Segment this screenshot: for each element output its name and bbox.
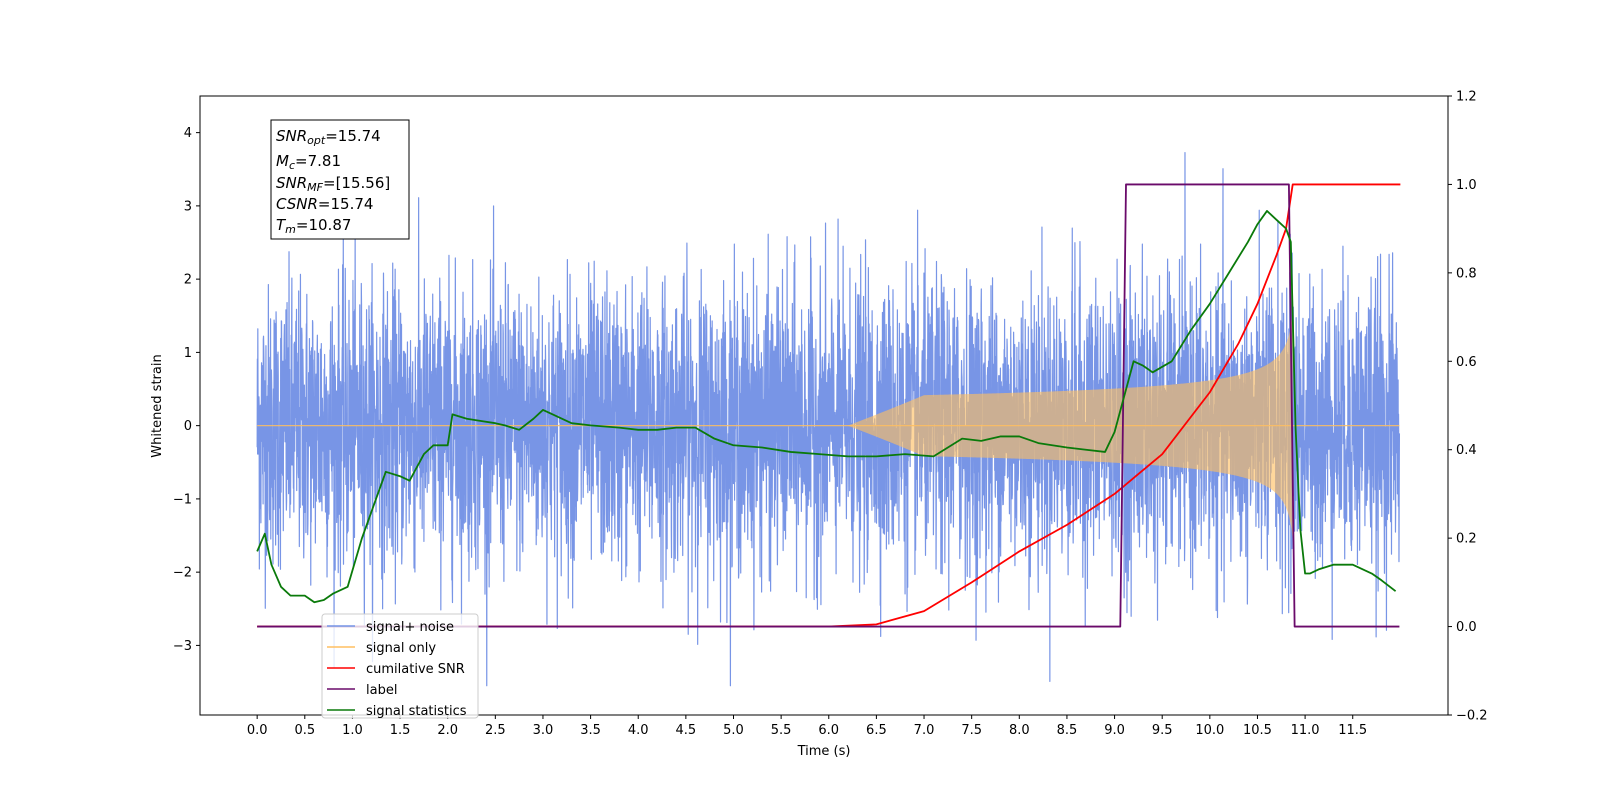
annotation-box: SNRopt=15.74 Mc=7.81 SNRMF=[15.56] CSNR=… xyxy=(270,119,410,240)
y-right-tick-label: 0.4 xyxy=(1456,443,1477,458)
legend: signal+ noise signal only cumilative SNR… xyxy=(321,613,479,719)
x-tick-label: 8.5 xyxy=(1057,723,1078,738)
y-left-tick-label: 1 xyxy=(184,346,192,361)
y-left-tick-label: 3 xyxy=(184,199,192,214)
x-tick-label: 1.5 xyxy=(390,723,411,738)
x-tick-label: 2.0 xyxy=(437,723,458,738)
x-tick-label: 3.0 xyxy=(533,723,554,738)
legend-label-label: label xyxy=(366,683,397,698)
annotation-csnr: CSNR=15.74 xyxy=(276,195,373,213)
x-tick-label: 5.0 xyxy=(723,723,744,738)
x-tick-label: 6.0 xyxy=(818,723,839,738)
y-right-tick-label: 0.2 xyxy=(1456,532,1477,547)
x-tick-label: 8.0 xyxy=(1009,723,1030,738)
x-tick-label: 2.5 xyxy=(485,723,506,738)
x-tick-label: 7.5 xyxy=(961,723,982,738)
series-cumulative-snr xyxy=(257,183,1401,628)
x-tick-label: 9.0 xyxy=(1104,723,1125,738)
legend-label-cumulative-snr: cumilative SNR xyxy=(366,662,465,677)
x-tick-label: 3.5 xyxy=(580,723,601,738)
series-signal-only xyxy=(257,312,1400,540)
x-tick-label: 1.0 xyxy=(342,723,363,738)
annotation-snr-opt: SNRopt=15.74 xyxy=(276,127,381,147)
y-axis-left: −3 −2 −1 0 1 2 3 4 xyxy=(173,126,200,654)
annotation-tm: Tm=10.87 xyxy=(276,216,351,236)
x-axis: 0.0 0.5 1.0 1.5 2.0 2.5 3.0 3.5 4.0 4.5 5.0 5.5 6.0 6… xyxy=(247,715,1367,738)
y-left-tick-label: 0 xyxy=(184,419,192,434)
x-tick-label: 9.5 xyxy=(1152,723,1173,738)
y-right-tick-label: 0.6 xyxy=(1456,355,1477,370)
x-tick-label: 10.5 xyxy=(1243,723,1272,738)
y-axis-right: −0.2 0.0 0.2 0.4 0.6 0.8 1.0 1.2 xyxy=(1448,90,1488,724)
x-axis-label: Time (s) xyxy=(797,744,851,759)
annotation-frame xyxy=(270,119,410,240)
plot-frame xyxy=(199,95,1449,716)
legend-label-signal-noise: signal+ noise xyxy=(366,620,454,635)
legend-frame xyxy=(321,613,479,719)
x-tick-label: 11.5 xyxy=(1338,723,1367,738)
y-right-tick-label: 1.0 xyxy=(1456,178,1477,193)
y-left-tick-label: 2 xyxy=(184,273,192,288)
x-tick-label: 0.5 xyxy=(294,723,315,738)
legend-label-signal-statistics: signal statistics xyxy=(366,704,467,719)
y-left-tick-label: −3 xyxy=(173,639,192,654)
x-tick-label: 7.0 xyxy=(914,723,935,738)
y-right-tick-label: 0.0 xyxy=(1456,620,1477,635)
annotation-mc: Mc=7.81 xyxy=(276,152,341,172)
y-right-tick-label: 1.2 xyxy=(1456,90,1477,105)
series-signal-statistics xyxy=(256,210,1397,604)
y-right-tick-label: 0.8 xyxy=(1456,266,1477,281)
x-tick-label: 6.5 xyxy=(866,723,887,738)
signal-statistics-line xyxy=(256,210,1397,604)
legend-label-signal-only: signal only xyxy=(366,641,436,656)
y-right-tick-label: −0.2 xyxy=(1456,709,1488,724)
x-tick-label: 0.0 xyxy=(247,723,268,738)
x-tick-label: 10.0 xyxy=(1195,723,1224,738)
y-left-tick-label: −2 xyxy=(173,566,192,581)
x-tick-label: 5.5 xyxy=(771,723,792,738)
x-tick-label: 4.5 xyxy=(676,723,697,738)
series-signal-noise xyxy=(256,152,1401,687)
y-left-tick-label: −1 xyxy=(173,492,192,507)
signal-noise-line xyxy=(256,152,1401,687)
annotation-snr-mf: SNRMF=[15.56] xyxy=(276,174,390,194)
x-tick-label: 11.0 xyxy=(1291,723,1320,738)
y-left-tick-label: 4 xyxy=(184,126,192,141)
y-axis-left-label: Whitened strain xyxy=(150,354,165,457)
label-line xyxy=(257,183,1400,628)
x-tick-label: 4.0 xyxy=(628,723,649,738)
series-label xyxy=(257,183,1400,628)
cumulative-snr-line xyxy=(257,183,1401,628)
